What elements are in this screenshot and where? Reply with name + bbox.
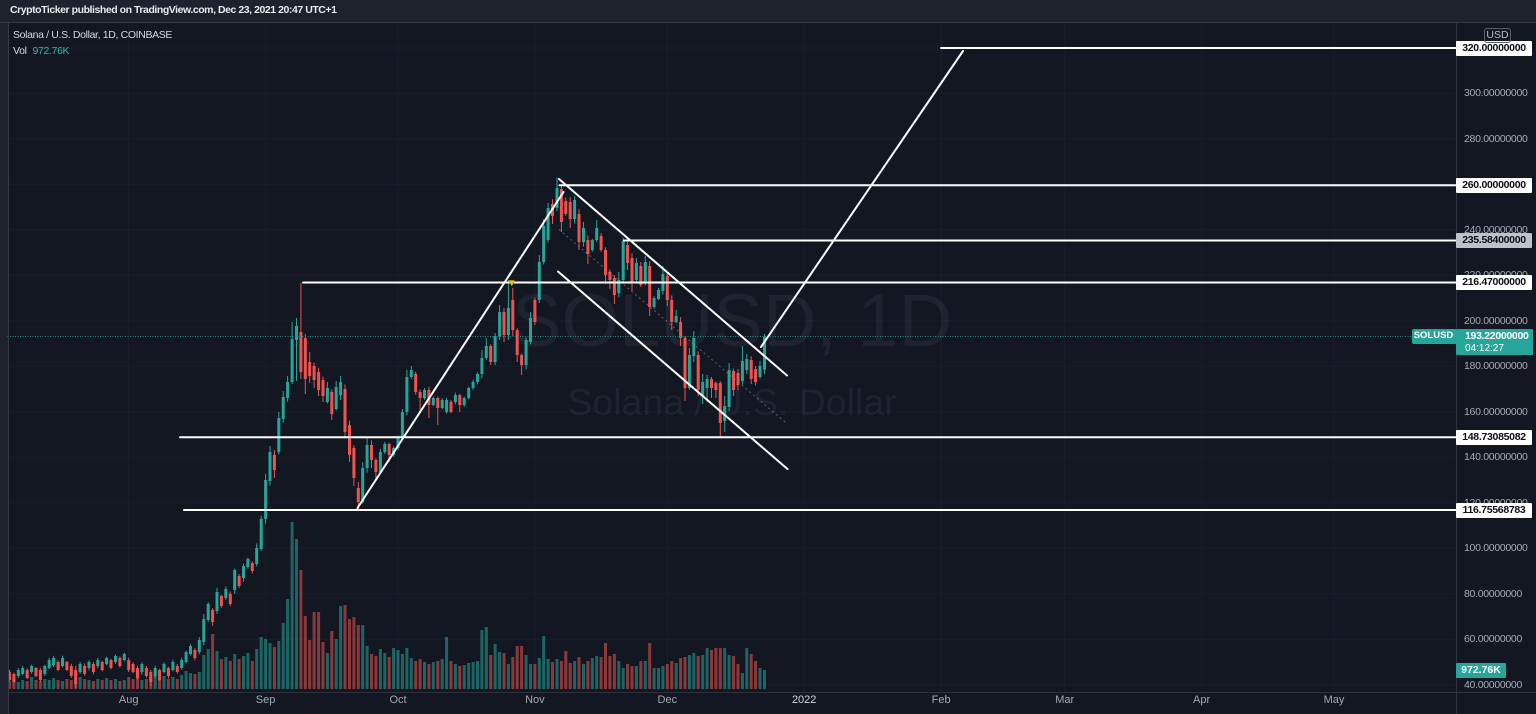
svg-text:Solana / U.S. Dollar: Solana / U.S. Dollar [567, 381, 896, 423]
svg-text:SOLUSD, 1D: SOLUSD, 1D [512, 279, 952, 362]
